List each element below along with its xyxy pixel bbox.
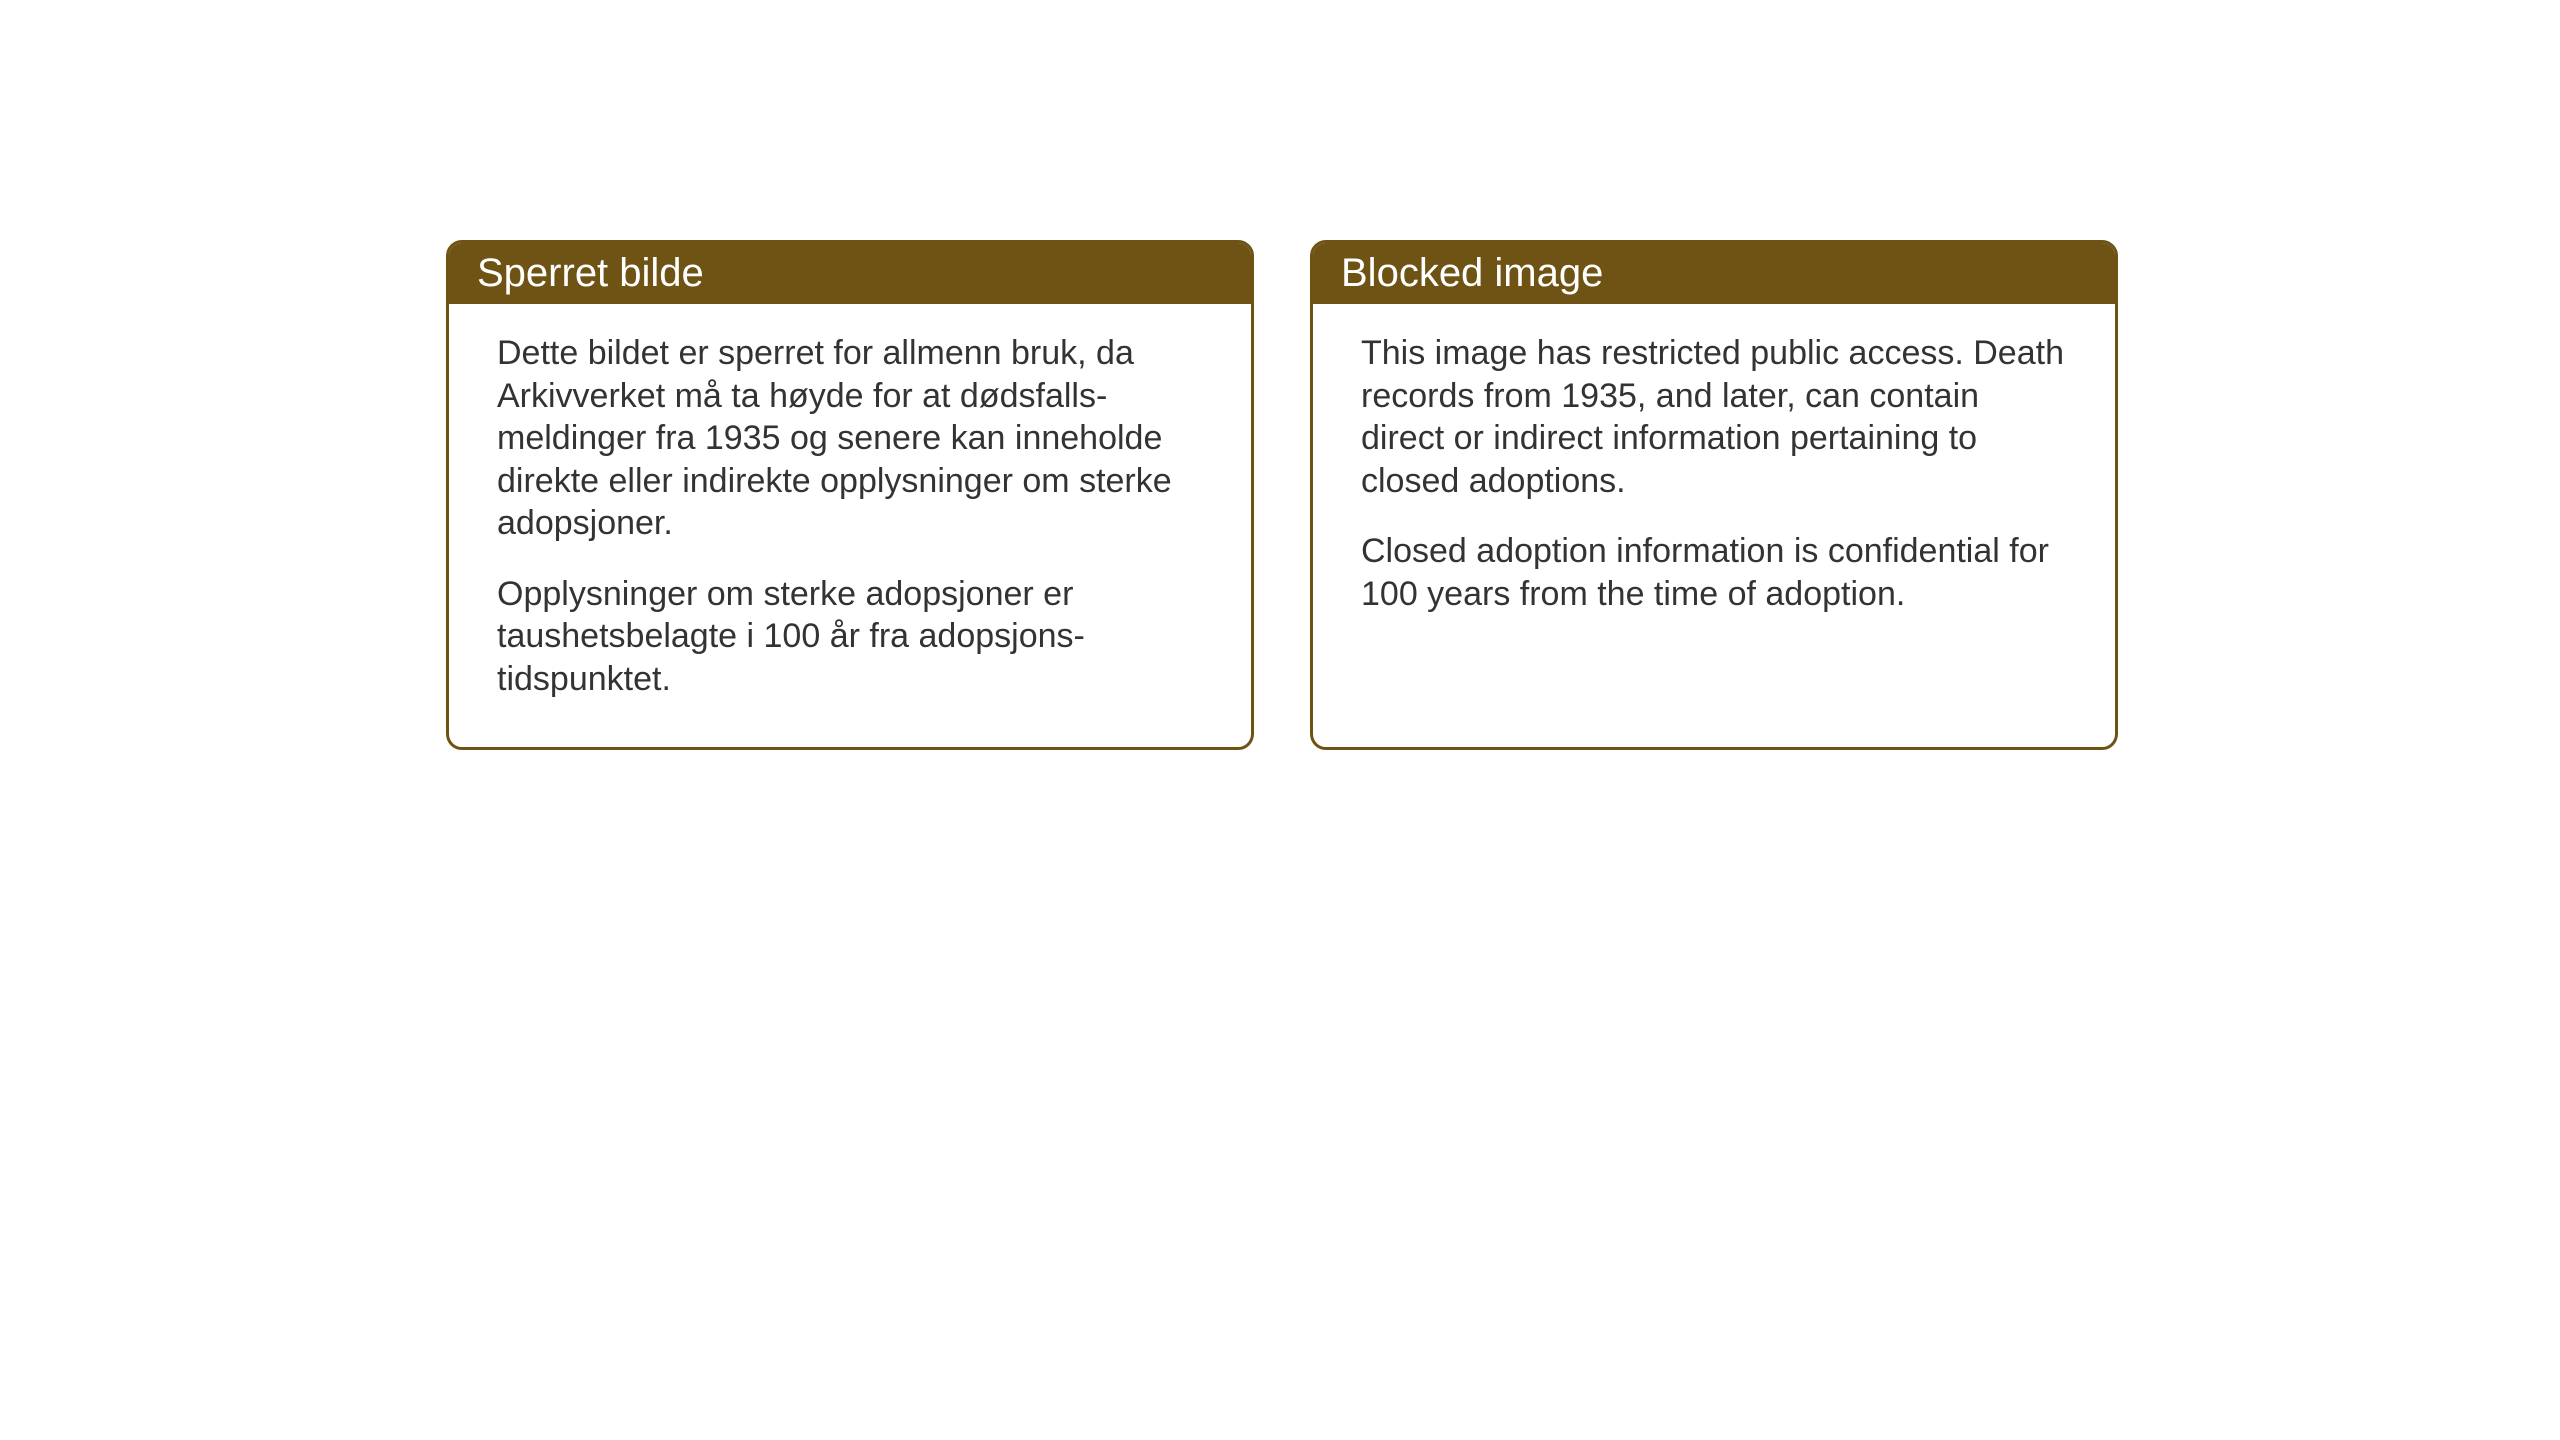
card-title-english: Blocked image <box>1341 251 1603 295</box>
card-header-english: Blocked image <box>1313 243 2115 304</box>
card-norwegian: Sperret bilde Dette bildet er sperret fo… <box>446 240 1254 750</box>
card-paragraph-2-norwegian: Opplysninger om sterke adopsjoner er tau… <box>497 573 1203 701</box>
card-body-norwegian: Dette bildet er sperret for allmenn bruk… <box>449 304 1251 738</box>
card-paragraph-1-norwegian: Dette bildet er sperret for allmenn bruk… <box>497 332 1203 545</box>
card-paragraph-1-english: This image has restricted public access.… <box>1361 332 2067 502</box>
card-title-norwegian: Sperret bilde <box>477 251 704 295</box>
card-body-english: This image has restricted public access.… <box>1313 304 2115 653</box>
card-english: Blocked image This image has restricted … <box>1310 240 2118 750</box>
cards-container: Sperret bilde Dette bildet er sperret fo… <box>446 240 2118 750</box>
card-header-norwegian: Sperret bilde <box>449 243 1251 304</box>
card-paragraph-2-english: Closed adoption information is confident… <box>1361 530 2067 615</box>
